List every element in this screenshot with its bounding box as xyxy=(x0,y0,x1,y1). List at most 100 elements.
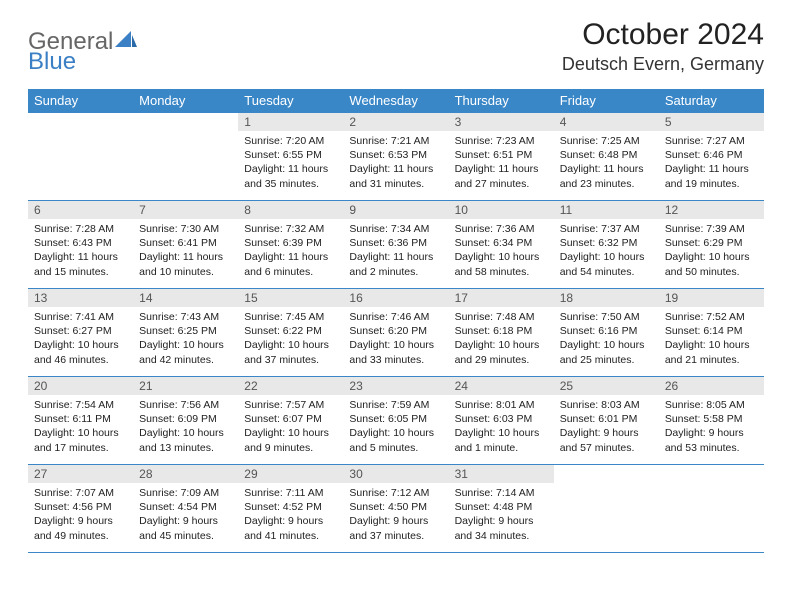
sunset-text: Sunset: 6:07 PM xyxy=(244,412,337,426)
day-details: Sunrise: 7:21 AMSunset: 6:53 PMDaylight:… xyxy=(343,131,448,194)
calendar-day-cell: 21Sunrise: 7:56 AMSunset: 6:09 PMDayligh… xyxy=(133,377,238,465)
sunset-text: Sunset: 4:54 PM xyxy=(139,500,232,514)
sunset-text: Sunset: 6:36 PM xyxy=(349,236,442,250)
day-number: 30 xyxy=(343,465,448,483)
sunset-text: Sunset: 6:55 PM xyxy=(244,148,337,162)
sunrise-text: Sunrise: 7:07 AM xyxy=(34,486,127,500)
sunrise-text: Sunrise: 7:12 AM xyxy=(349,486,442,500)
day-details: Sunrise: 8:03 AMSunset: 6:01 PMDaylight:… xyxy=(554,395,659,458)
day-details: Sunrise: 7:09 AMSunset: 4:54 PMDaylight:… xyxy=(133,483,238,546)
calendar-week-row: 6Sunrise: 7:28 AMSunset: 6:43 PMDaylight… xyxy=(28,201,764,289)
day-details: Sunrise: 7:25 AMSunset: 6:48 PMDaylight:… xyxy=(554,131,659,194)
calendar-day-cell: 30Sunrise: 7:12 AMSunset: 4:50 PMDayligh… xyxy=(343,465,448,553)
daylight-text: Daylight: 10 hours and 42 minutes. xyxy=(139,338,232,366)
daylight-text: Daylight: 11 hours and 27 minutes. xyxy=(455,162,548,190)
daylight-text: Daylight: 10 hours and 50 minutes. xyxy=(665,250,758,278)
day-details: Sunrise: 7:48 AMSunset: 6:18 PMDaylight:… xyxy=(449,307,554,370)
day-number: 1 xyxy=(238,113,343,131)
sunset-text: Sunset: 4:48 PM xyxy=(455,500,548,514)
calendar-day-cell: 1 Sunrise: 7:20 AMSunset: 6:55 PMDaylight… xyxy=(238,113,343,201)
daylight-text: Daylight: 9 hours and 41 minutes. xyxy=(244,514,337,542)
sunset-text: Sunset: 6:05 PM xyxy=(349,412,442,426)
sunrise-text: Sunrise: 7:09 AM xyxy=(139,486,232,500)
calendar-day-cell: 24Sunrise: 8:01 AMSunset: 6:03 PMDayligh… xyxy=(449,377,554,465)
daylight-text: Daylight: 10 hours and 13 minutes. xyxy=(139,426,232,454)
sunset-text: Sunset: 6:46 PM xyxy=(665,148,758,162)
title-block: October 2024 Deutsch Evern, Germany xyxy=(562,18,764,75)
day-number: 20 xyxy=(28,377,133,395)
day-details: Sunrise: 7:23 AMSunset: 6:51 PMDaylight:… xyxy=(449,131,554,194)
day-number: 10 xyxy=(449,201,554,219)
daylight-text: Daylight: 10 hours and 1 minute. xyxy=(455,426,548,454)
day-details: Sunrise: 7:57 AMSunset: 6:07 PMDaylight:… xyxy=(238,395,343,458)
sunrise-text: Sunrise: 7:37 AM xyxy=(560,222,653,236)
weekday-header-row: SundayMondayTuesdayWednesdayThursdayFrid… xyxy=(28,89,764,113)
sunrise-text: Sunrise: 7:54 AM xyxy=(34,398,127,412)
day-number: 16 xyxy=(343,289,448,307)
calendar-day-cell: 26Sunrise: 8:05 AMSunset: 5:58 PMDayligh… xyxy=(659,377,764,465)
sunset-text: Sunset: 6:14 PM xyxy=(665,324,758,338)
sunrise-text: Sunrise: 7:34 AM xyxy=(349,222,442,236)
calendar-day-cell: 2Sunrise: 7:21 AMSunset: 6:53 PMDaylight… xyxy=(343,113,448,201)
sunrise-text: Sunrise: 7:36 AM xyxy=(455,222,548,236)
day-details: Sunrise: 7:28 AMSunset: 6:43 PMDaylight:… xyxy=(28,219,133,282)
sunset-text: Sunset: 6:32 PM xyxy=(560,236,653,250)
day-details: Sunrise: 8:05 AMSunset: 5:58 PMDaylight:… xyxy=(659,395,764,458)
day-details: Sunrise: 7:41 AMSunset: 6:27 PMDaylight:… xyxy=(28,307,133,370)
sunset-text: Sunset: 6:43 PM xyxy=(34,236,127,250)
day-details: Sunrise: 7:11 AMSunset: 4:52 PMDaylight:… xyxy=(238,483,343,546)
day-details: Sunrise: 7:36 AMSunset: 6:34 PMDaylight:… xyxy=(449,219,554,282)
sunset-text: Sunset: 6:48 PM xyxy=(560,148,653,162)
day-number: 9 xyxy=(343,201,448,219)
daylight-text: Daylight: 10 hours and 54 minutes. xyxy=(560,250,653,278)
calendar-day-cell: 10Sunrise: 7:36 AMSunset: 6:34 PMDayligh… xyxy=(449,201,554,289)
calendar-day-cell: 28Sunrise: 7:09 AMSunset: 4:54 PMDayligh… xyxy=(133,465,238,553)
sunset-text: Sunset: 6:18 PM xyxy=(455,324,548,338)
calendar-day-cell: 4Sunrise: 7:25 AMSunset: 6:48 PMDaylight… xyxy=(554,113,659,201)
sunset-text: Sunset: 4:52 PM xyxy=(244,500,337,514)
sunset-text: Sunset: 4:56 PM xyxy=(34,500,127,514)
calendar-day-cell: 20Sunrise: 7:54 AMSunset: 6:11 PMDayligh… xyxy=(28,377,133,465)
sunrise-text: Sunrise: 7:20 AM xyxy=(244,134,337,148)
location-label: Deutsch Evern, Germany xyxy=(562,54,764,75)
daylight-text: Daylight: 9 hours and 57 minutes. xyxy=(560,426,653,454)
sunrise-text: Sunrise: 7:21 AM xyxy=(349,134,442,148)
daylight-text: Daylight: 10 hours and 21 minutes. xyxy=(665,338,758,366)
daylight-text: Daylight: 11 hours and 35 minutes. xyxy=(244,162,337,190)
day-number: 27 xyxy=(28,465,133,483)
sunrise-text: Sunrise: 7:43 AM xyxy=(139,310,232,324)
logo-text-blue: Blue xyxy=(28,48,76,76)
sunrise-text: Sunrise: 7:48 AM xyxy=(455,310,548,324)
daylight-text: Daylight: 10 hours and 9 minutes. xyxy=(244,426,337,454)
sunset-text: Sunset: 6:39 PM xyxy=(244,236,337,250)
calendar-day-cell: .. xyxy=(28,113,133,201)
sunset-text: Sunset: 4:50 PM xyxy=(349,500,442,514)
weekday-header: Thursday xyxy=(449,89,554,113)
calendar-day-cell: 25Sunrise: 8:03 AMSunset: 6:01 PMDayligh… xyxy=(554,377,659,465)
daylight-text: Daylight: 11 hours and 31 minutes. xyxy=(349,162,442,190)
sunset-text: Sunset: 6:41 PM xyxy=(139,236,232,250)
day-details: Sunrise: 7:46 AMSunset: 6:20 PMDaylight:… xyxy=(343,307,448,370)
calendar-day-cell: 6Sunrise: 7:28 AMSunset: 6:43 PMDaylight… xyxy=(28,201,133,289)
sunrise-text: Sunrise: 7:25 AM xyxy=(560,134,653,148)
calendar-day-cell: .. xyxy=(554,465,659,553)
sunrise-text: Sunrise: 7:32 AM xyxy=(244,222,337,236)
sunset-text: Sunset: 6:51 PM xyxy=(455,148,548,162)
sunrise-text: Sunrise: 7:57 AM xyxy=(244,398,337,412)
sunset-text: Sunset: 6:25 PM xyxy=(139,324,232,338)
sunset-text: Sunset: 6:11 PM xyxy=(34,412,127,426)
sunset-text: Sunset: 6:16 PM xyxy=(560,324,653,338)
daylight-text: Daylight: 10 hours and 33 minutes. xyxy=(349,338,442,366)
sunrise-text: Sunrise: 7:52 AM xyxy=(665,310,758,324)
sunrise-text: Sunrise: 7:59 AM xyxy=(349,398,442,412)
calendar-day-cell: 14Sunrise: 7:43 AMSunset: 6:25 PMDayligh… xyxy=(133,289,238,377)
day-details: Sunrise: 7:07 AMSunset: 4:56 PMDaylight:… xyxy=(28,483,133,546)
daylight-text: Daylight: 9 hours and 49 minutes. xyxy=(34,514,127,542)
sunset-text: Sunset: 6:09 PM xyxy=(139,412,232,426)
daylight-text: Daylight: 11 hours and 19 minutes. xyxy=(665,162,758,190)
calendar-day-cell: 11Sunrise: 7:37 AMSunset: 6:32 PMDayligh… xyxy=(554,201,659,289)
day-number: 26 xyxy=(659,377,764,395)
day-details: Sunrise: 7:32 AMSunset: 6:39 PMDaylight:… xyxy=(238,219,343,282)
sunset-text: Sunset: 5:58 PM xyxy=(665,412,758,426)
day-details: Sunrise: 7:14 AMSunset: 4:48 PMDaylight:… xyxy=(449,483,554,546)
